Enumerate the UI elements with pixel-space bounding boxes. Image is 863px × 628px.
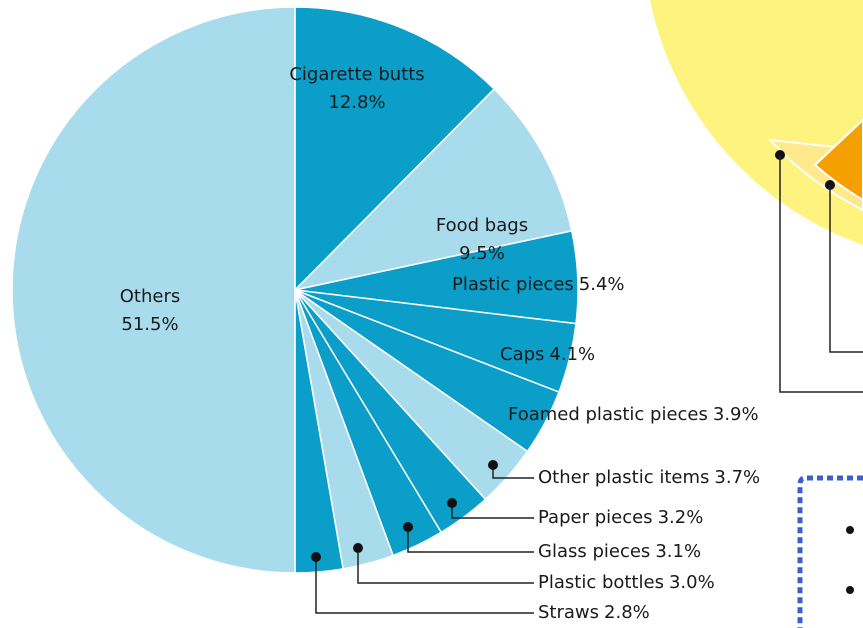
leader-dot [488, 460, 498, 470]
slice-label: Caps 4.1% [500, 344, 595, 365]
orange-slice [813, 118, 863, 202]
category-label: Foamed plastic pieces [508, 404, 708, 425]
slice-label: Others 51.5% [120, 286, 181, 335]
category-label: Glass pieces [538, 541, 650, 562]
leader-dot [403, 522, 413, 532]
leader-dot [311, 552, 321, 562]
category-label: Straws [538, 602, 599, 623]
leader-line [315, 557, 534, 614]
value-label: 3.1% [655, 541, 701, 562]
value-label: 3.7% [714, 467, 760, 488]
value-label: 3.0% [669, 572, 715, 593]
slice-label: Plastic bottles 3.0% [538, 572, 715, 593]
bullet [846, 586, 854, 594]
pie-slice [292, 87, 573, 292]
category-label: Caps [500, 344, 544, 365]
leader-dot [447, 498, 457, 508]
leader-dot [353, 543, 363, 553]
value-label: 51.5% [121, 314, 178, 335]
value-label: 3.2% [658, 507, 704, 528]
slice-label: Other plastic items 3.7% [538, 467, 760, 488]
slice-label: Foamed plastic pieces 3.9% [508, 404, 759, 425]
bullet [846, 526, 854, 534]
pie-slice [11, 6, 296, 574]
background-decoration [650, 0, 863, 628]
category-label: Plastic bottles [538, 572, 664, 593]
yellow-pie [650, 0, 863, 245]
category-label: Others [120, 286, 181, 307]
slice-label: Cigarette butts 12.8% [289, 64, 424, 113]
category-label: Plastic pieces [452, 274, 574, 295]
slice-label: Food bags 9.5% [436, 215, 528, 264]
leader-line [779, 155, 863, 393]
value-label: 2.8% [604, 602, 650, 623]
leader-line [407, 527, 534, 553]
category-label: Other plastic items [538, 467, 709, 488]
dotted-box [797, 475, 863, 628]
slice-label: Glass pieces 3.1% [538, 541, 701, 562]
slice-label: Straws 2.8% [538, 602, 650, 623]
leader-line [829, 185, 863, 353]
pie-slice [294, 6, 496, 292]
category-label: Paper pieces [538, 507, 653, 528]
value-label: 3.9% [713, 404, 759, 425]
value-label: 5.4% [579, 274, 625, 295]
value-label: 12.8% [328, 92, 385, 113]
slice-label: Plastic pieces 5.4% [452, 274, 625, 295]
category-label: Food bags [436, 215, 528, 236]
value-label: 4.1% [549, 344, 595, 365]
category-label: Cigarette butts [289, 64, 424, 85]
value-label: 9.5% [459, 243, 505, 264]
leader-line [357, 548, 534, 584]
slice-label: Paper pieces 3.2% [538, 507, 703, 528]
